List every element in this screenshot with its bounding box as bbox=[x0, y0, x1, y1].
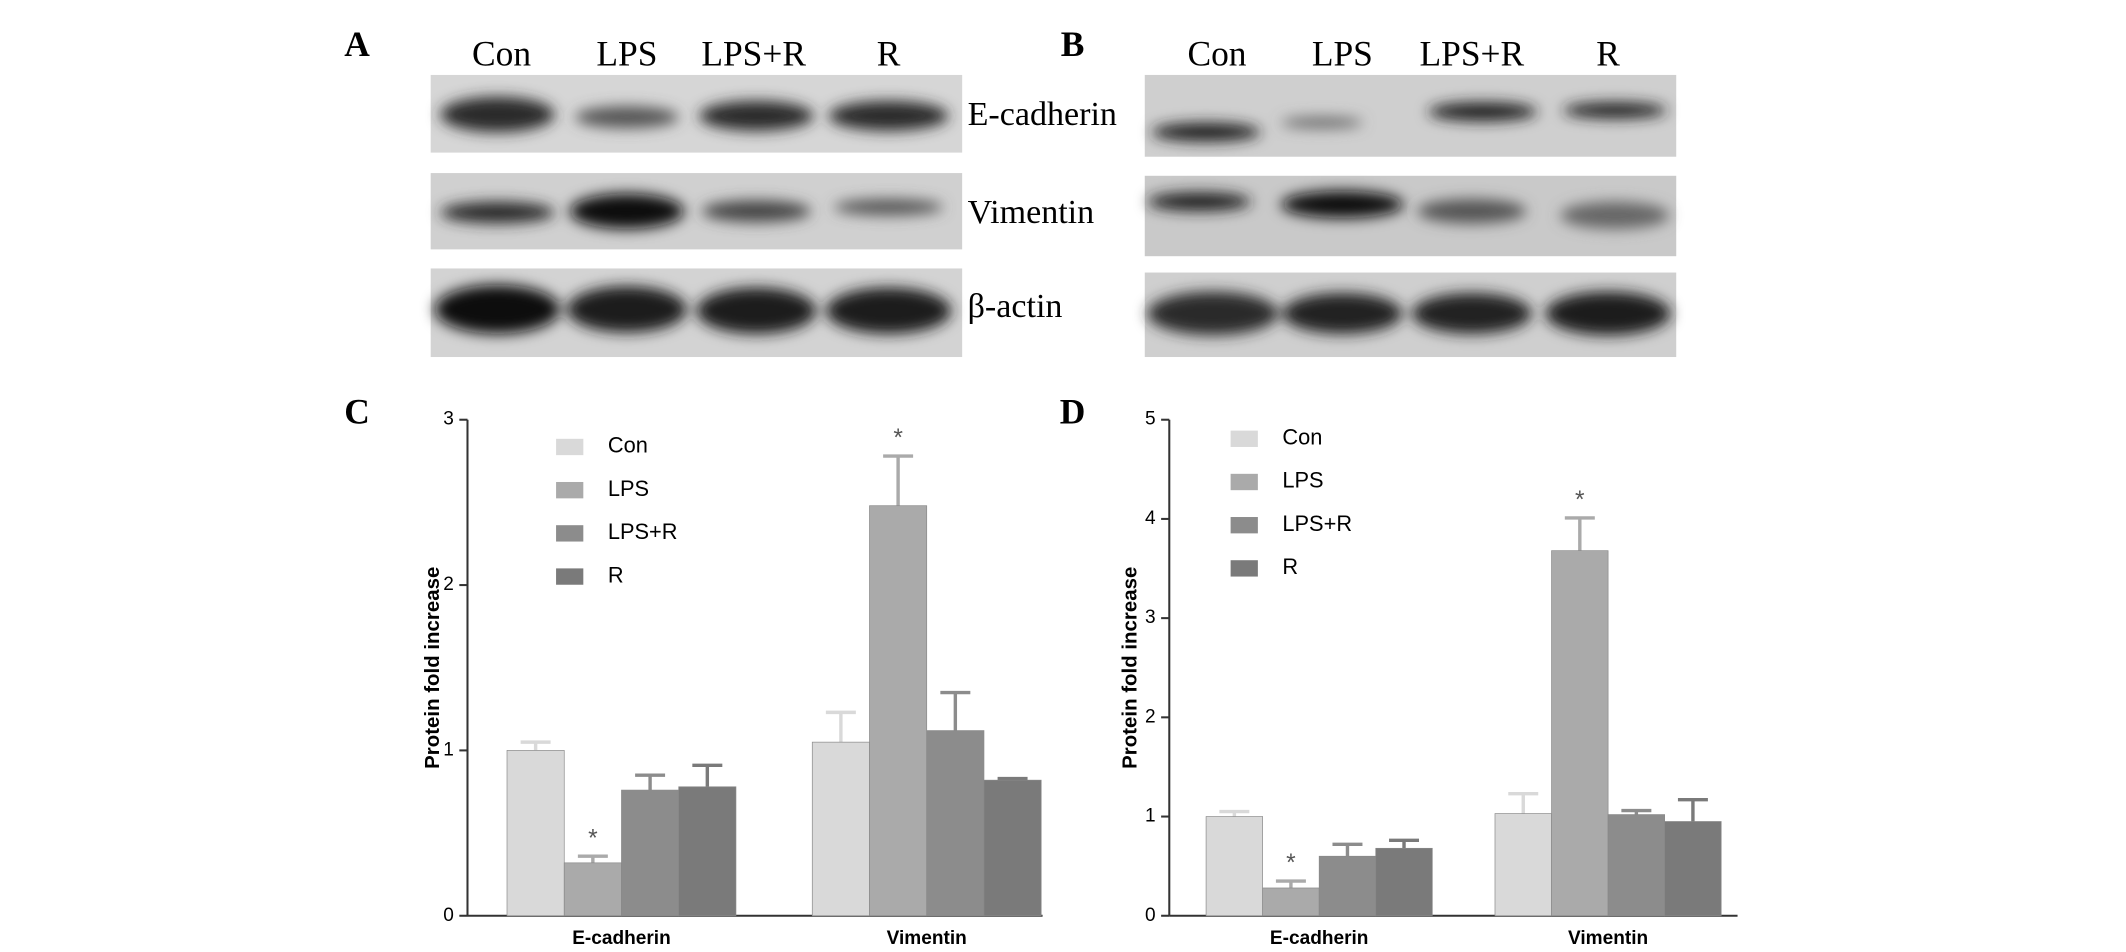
bar bbox=[869, 505, 928, 917]
significance-mark: * bbox=[1575, 487, 1585, 514]
bar bbox=[926, 730, 985, 917]
lane-label: LPS+R bbox=[1419, 33, 1524, 73]
protein-label: β-actin bbox=[968, 288, 1063, 325]
bar bbox=[1551, 550, 1609, 917]
legend-label: R bbox=[1282, 554, 1298, 579]
legend-swatch bbox=[556, 525, 584, 542]
legend-swatch bbox=[556, 568, 584, 585]
y-tick-label: 3 bbox=[1145, 607, 1156, 628]
lane-label: Con bbox=[1187, 33, 1246, 73]
y-tick-label: 4 bbox=[1145, 508, 1156, 529]
legend-label: LPS+R bbox=[1282, 511, 1352, 536]
legend-swatch bbox=[1230, 430, 1258, 447]
legend-swatch bbox=[1230, 560, 1258, 577]
bar bbox=[563, 862, 622, 917]
bar bbox=[1494, 813, 1552, 917]
bar bbox=[983, 779, 1042, 917]
lane-label: LPS bbox=[1312, 33, 1373, 73]
lane-label: R bbox=[877, 33, 901, 73]
bands bbox=[434, 96, 952, 334]
legend-swatch bbox=[556, 481, 584, 499]
legend-swatch bbox=[556, 438, 584, 456]
x-tick-label: Vimentin bbox=[1568, 928, 1648, 949]
bar bbox=[1318, 855, 1377, 917]
bands bbox=[1147, 102, 1671, 336]
legend-label: Con bbox=[1282, 425, 1322, 450]
panel-label: A bbox=[344, 24, 370, 64]
bar bbox=[678, 786, 737, 917]
bar bbox=[1205, 816, 1263, 917]
bar bbox=[1664, 821, 1722, 917]
bar-chart: C Protein fold increase 0 1 2 3 E-cadherin * Vim… bbox=[344, 392, 1043, 949]
legend-swatch bbox=[1230, 473, 1258, 491]
y-axis-label: Protein fold increase bbox=[421, 567, 444, 769]
bar-chart: D Protein fold increase 0 1 2 3 4 5 E-cadherin * V… bbox=[1060, 392, 1738, 949]
lane-label: LPS+R bbox=[701, 33, 806, 73]
panel-label: D bbox=[1060, 392, 1086, 432]
x-tick-label: E-cadherin bbox=[572, 928, 671, 949]
panel-label: B bbox=[1061, 24, 1085, 64]
y-tick-label: 0 bbox=[443, 905, 454, 926]
y-tick-label: 2 bbox=[443, 574, 454, 595]
bar bbox=[621, 789, 680, 917]
bar bbox=[1262, 887, 1320, 917]
significance-mark: * bbox=[1286, 850, 1296, 877]
lane-label: R bbox=[1596, 33, 1620, 73]
y-axis-label: Protein fold increase bbox=[1119, 567, 1142, 769]
bar bbox=[506, 750, 565, 917]
blot-a bbox=[430, 74, 963, 358]
y-tick-label: 5 bbox=[1145, 409, 1156, 430]
bar bbox=[1607, 814, 1665, 917]
significance-mark: * bbox=[588, 825, 598, 852]
significance-mark: * bbox=[893, 425, 903, 452]
y-tick-label: 2 bbox=[1145, 706, 1156, 727]
legend-label: LPS bbox=[608, 476, 649, 501]
legend-label: LPS bbox=[1282, 468, 1323, 493]
x-tick-label: E-cadherin bbox=[1270, 928, 1369, 949]
protein-label: Vimentin bbox=[968, 194, 1095, 231]
bar bbox=[811, 741, 870, 917]
lane-label: Con bbox=[472, 33, 531, 73]
legend-label: LPS+R bbox=[608, 519, 678, 544]
legend-label: R bbox=[608, 562, 624, 587]
y-tick-label: 1 bbox=[443, 739, 454, 760]
legend-label: Con bbox=[608, 433, 648, 458]
y-tick-label: 0 bbox=[1145, 905, 1156, 926]
lane-label: LPS bbox=[596, 33, 657, 73]
x-tick-label: Vimentin bbox=[887, 928, 967, 949]
legend-swatch bbox=[1230, 517, 1258, 534]
y-tick-label: 3 bbox=[443, 409, 454, 430]
bar bbox=[1375, 847, 1433, 917]
y-tick-label: 1 bbox=[1145, 806, 1156, 827]
protein-label: E-cadherin bbox=[968, 96, 1117, 133]
blot-b bbox=[1144, 74, 1677, 358]
panel-label: C bbox=[344, 392, 370, 432]
